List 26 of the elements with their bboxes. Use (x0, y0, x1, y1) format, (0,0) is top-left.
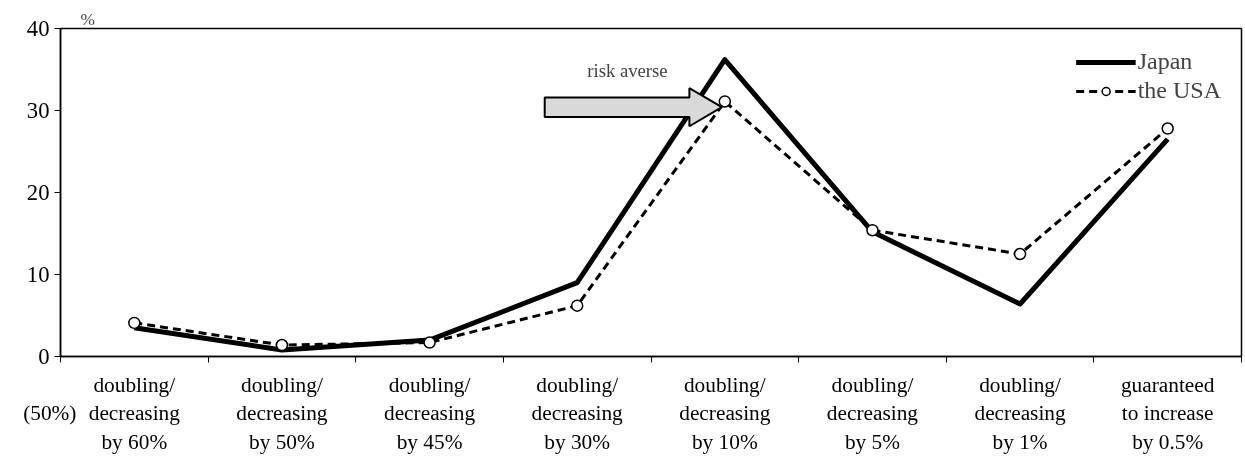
y-tick-label: 0 (38, 344, 50, 369)
point (1013, 247, 1027, 261)
annotation: risk averse (587, 59, 668, 81)
point (718, 95, 732, 108)
legend-label: the USA (1137, 77, 1221, 104)
point (423, 336, 436, 349)
y-tick-label: 30 (26, 98, 50, 123)
x-tick-label: doubling/ decreasing by 30% (531, 372, 624, 455)
point (1161, 122, 1174, 135)
x-tick-label: doubling/ decreasing by 45% (383, 372, 476, 455)
point (866, 223, 879, 237)
x-tick-label: doubling/ decreasing by 10% (679, 372, 771, 455)
y-tick-label: 40 (26, 16, 50, 41)
point (570, 299, 584, 312)
x-tick-label: doubling/ decreasing by 5% (826, 372, 919, 455)
y-tick-label: 10 (26, 262, 50, 287)
point (275, 338, 289, 352)
y-tick-label: 20 (26, 180, 50, 205)
x-tick-label: guaranteed to increase by 0.5% (1120, 372, 1215, 455)
y-axis-title: % (80, 9, 95, 29)
x-tick-label: doubling/ decreasing by 50% (236, 372, 328, 455)
x-tick-label: doubling/ decreasing by 1% (974, 372, 1066, 455)
point (128, 316, 141, 330)
text: (50%) (23, 401, 77, 426)
legend-label: Japan (1137, 48, 1193, 75)
x-tick-label: doubling/ decreasing by 60% (88, 372, 181, 455)
